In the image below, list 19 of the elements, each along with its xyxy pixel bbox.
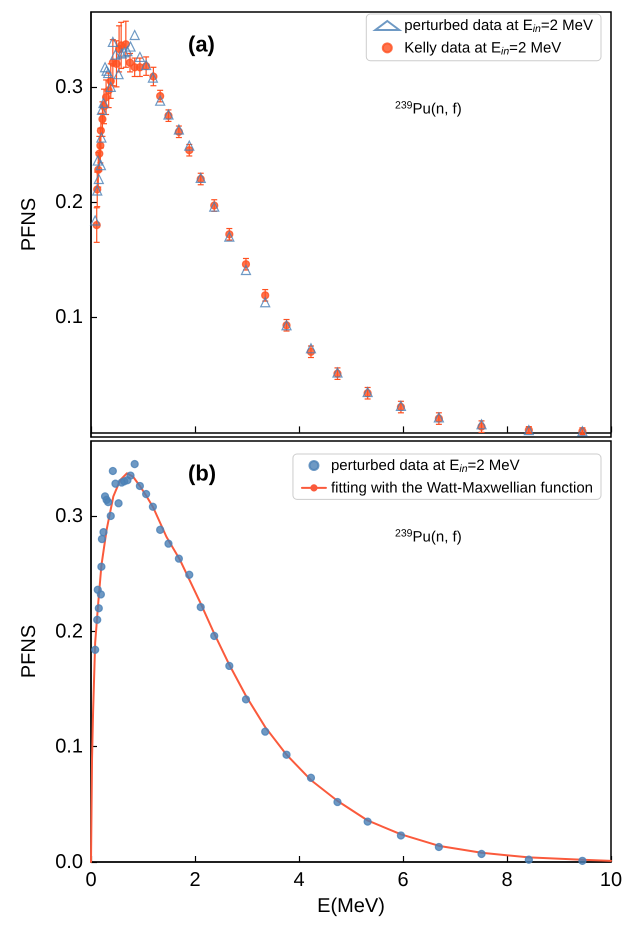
x-tick-label: 10: [600, 869, 622, 891]
x-tick-label: 8: [501, 869, 513, 891]
x-tick-label: 4: [293, 869, 305, 891]
x-axis-title: E(MeV): [317, 895, 385, 917]
x-tick-label: 0: [85, 869, 97, 891]
x-tick-label: 2: [189, 869, 201, 891]
annotation: (a): [188, 32, 215, 56]
y-tick-label: 0.3: [55, 504, 83, 527]
y-tick-label: 0.0: [55, 851, 83, 873]
y-tick-label: 0.2: [55, 620, 83, 642]
y-axis-title: PFNS: [18, 624, 40, 678]
y-tick-label: 0.1: [55, 736, 83, 758]
x-tick-label: 6: [397, 869, 409, 891]
y-tick-label: 0.2: [55, 191, 83, 214]
y-tick-label: 0.1: [55, 306, 83, 328]
y-tick-label: 0.3: [55, 76, 83, 98]
legend-label: fitting with the Watt-Maxwellian function: [330, 479, 594, 496]
y-axis-title: PFNS: [18, 198, 40, 252]
annotation: (b): [188, 460, 216, 486]
